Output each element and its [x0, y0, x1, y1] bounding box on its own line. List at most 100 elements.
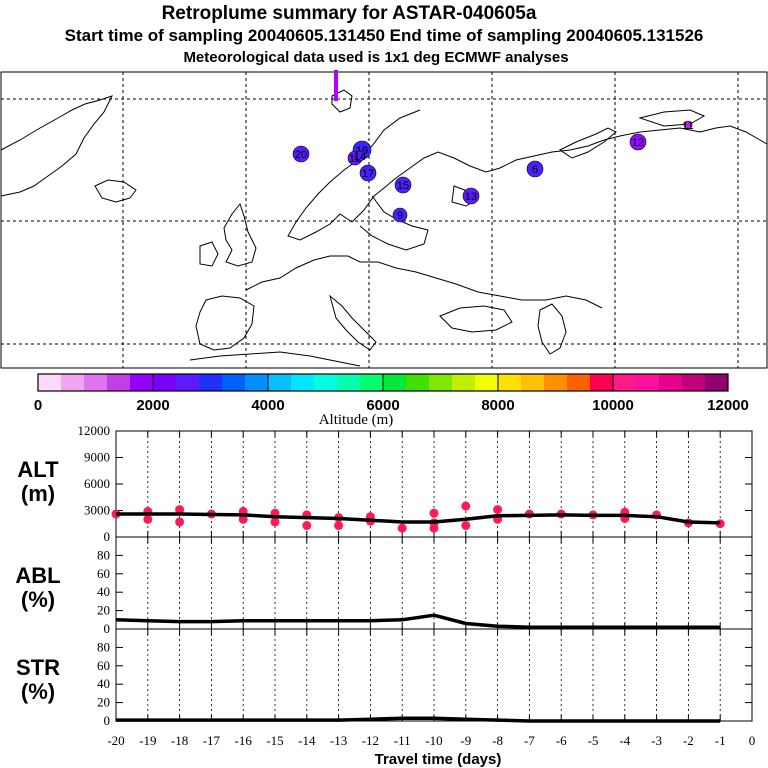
colorbar-tick-label: 0: [34, 397, 42, 414]
x-tick-label: -5: [588, 733, 599, 748]
y-tick-label: 0: [104, 529, 111, 544]
x-tick-label: -11: [394, 733, 411, 748]
x-tick-label: -1: [715, 733, 726, 748]
cluster-marker: 15: [394, 176, 412, 194]
y-axis-unit: (%): [21, 587, 55, 612]
altitude-point: [461, 501, 471, 511]
colorbar-swatch: [452, 374, 476, 391]
x-tick-label: -13: [330, 733, 347, 748]
colorbar-tick-label: 12000: [707, 397, 749, 414]
colorbar-swatch: [705, 374, 729, 391]
time-series-panels: 120009000600030000ALT(m)806040200ABL(%)8…: [15, 423, 755, 768]
y-axis-label: STR: [16, 655, 60, 680]
cluster-circle: [526, 160, 544, 178]
x-tick-label: -20: [107, 733, 124, 748]
panel-alt: 12000 9000 6000 3000 0 ALT(m): [17, 423, 753, 544]
cluster-circle: [359, 164, 377, 182]
cluster-marker: 17: [359, 164, 377, 182]
colorbar-swatch: [659, 374, 683, 391]
cluster-marker: 6: [526, 160, 544, 178]
colorbar-tick-label: 8000: [481, 397, 514, 414]
altitude-point: [270, 517, 280, 527]
colorbar-swatch: [130, 374, 154, 391]
colorbar-tick-label: 10000: [592, 397, 634, 414]
cluster-label: 15: [397, 180, 409, 192]
map-coastlines: [0, 89, 768, 367]
colorbar-tick-label: 6000: [366, 397, 399, 414]
x-tick-label: -14: [298, 733, 316, 748]
x-tick-label: -18: [171, 733, 188, 748]
colorbar-tick-label: 2000: [136, 397, 169, 414]
y-axis-unit: (m): [21, 481, 55, 506]
x-tick-label: -15: [266, 733, 283, 748]
y-tick-label: 60: [97, 566, 110, 581]
x-tick-label: -3: [651, 733, 662, 748]
x-tick-label: -2: [683, 733, 694, 748]
colorbar-tick-label: 4000: [251, 397, 284, 414]
x-tick-label: -16: [235, 733, 253, 748]
altitude-colorbar: 0 2000 4000 6000 8000 10000 12000 Altitude (m): [34, 373, 749, 428]
x-tick-label: -17: [203, 733, 221, 748]
series-line: [116, 512, 721, 525]
y-tick-label: 20: [97, 603, 110, 618]
colorbar-label: Altitude (m): [319, 412, 394, 428]
cluster-circle: [392, 207, 408, 223]
x-axis-label: Travel time (days): [375, 751, 502, 768]
cluster-circle: [292, 145, 310, 163]
y-tick-label: 0: [104, 621, 111, 636]
altitude-point: [493, 505, 503, 515]
altitude-point: [397, 523, 407, 533]
colorbar-swatch: [176, 374, 200, 391]
colorbar-swatch: [38, 374, 62, 391]
colorbar-swatch: [475, 374, 499, 391]
y-tick-label: 6000: [84, 476, 110, 491]
y-axis-label: ABL: [15, 563, 60, 588]
altitude-point: [175, 505, 185, 515]
altitude-point: [461, 521, 471, 531]
colorbar-swatch: [153, 374, 177, 391]
colorbar-swatch: [360, 374, 384, 391]
altitude-point: [429, 523, 439, 533]
series-line: [116, 716, 721, 723]
colorbar-swatch: [383, 374, 407, 391]
altitude-point: [429, 508, 439, 518]
cluster-label: 14: [354, 151, 366, 163]
x-tick-label: -7: [524, 733, 535, 748]
y-tick-label: 80: [97, 639, 110, 654]
y-tick-label: 9000: [84, 450, 110, 465]
cluster-label: 12: [632, 137, 644, 149]
altitude-point: [143, 514, 153, 524]
cluster-label: 20: [295, 149, 307, 161]
cluster-label: 17: [362, 168, 374, 180]
altitude-point: [302, 521, 312, 531]
altitude-point: [334, 521, 344, 531]
panel-abl: 80 60 40 20 0 ABL(%): [15, 536, 753, 636]
y-tick-label: 60: [97, 658, 110, 673]
altitude-point: [238, 514, 248, 524]
y-tick-label: 12000: [78, 423, 111, 438]
x-tick-label: -6: [556, 733, 567, 748]
cluster-marker: 13: [462, 187, 480, 205]
cluster-circle: [462, 187, 480, 205]
y-tick-label: 3000: [84, 503, 110, 518]
colorbar-swatch: [429, 374, 453, 391]
colorbar-swatch: [406, 374, 430, 391]
cluster-circle: [683, 120, 693, 130]
y-tick-label: 20: [97, 695, 110, 710]
cluster-label: 9: [397, 210, 403, 222]
x-tick-label: -10: [425, 733, 442, 748]
cluster-marker: 11: [682, 120, 693, 132]
cluster-circle: [394, 176, 412, 194]
x-tick-label: -4: [619, 733, 630, 748]
colorbar-swatch: [544, 374, 568, 391]
colorbar-swatch: [613, 374, 637, 391]
figure-subtitle: Start time of sampling 20040605.131450 E…: [65, 26, 704, 45]
colorbar-swatch: [84, 374, 108, 391]
colorbar-swatch: [567, 374, 591, 391]
y-axis-unit: (%): [21, 679, 55, 704]
colorbar-swatch: [498, 374, 522, 391]
